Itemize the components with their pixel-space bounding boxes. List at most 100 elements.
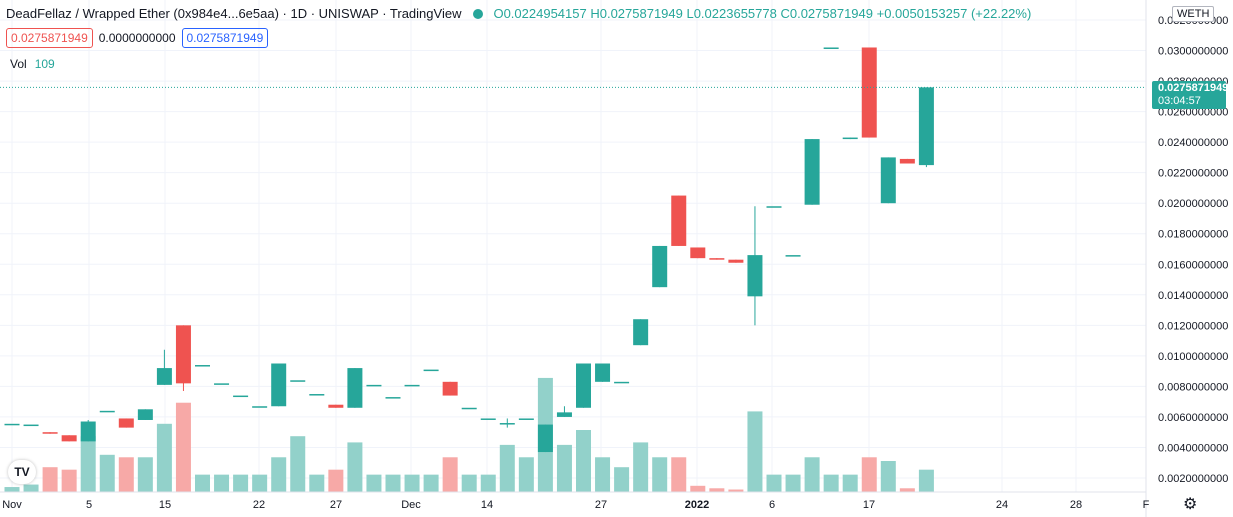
- volume-bar: [671, 457, 687, 492]
- market-status-icon: [473, 9, 484, 19]
- x-tick-label: 28: [1070, 499, 1082, 511]
- candle-body: [80, 421, 96, 442]
- candle-body: [652, 245, 668, 288]
- volume-bar: [347, 442, 363, 492]
- candle-body: [614, 381, 630, 384]
- candle-body: [99, 410, 115, 413]
- volume-bar: [309, 474, 325, 492]
- candle-body: [309, 394, 325, 396]
- sell-price-box[interactable]: 0.0275871949: [6, 28, 93, 48]
- chart-grid: [0, 0, 1147, 492]
- candle-body: [785, 255, 801, 257]
- volume-bar: [918, 469, 934, 492]
- y-tick-label: 0.0260000000: [1158, 107, 1228, 119]
- candle-body: [518, 418, 534, 420]
- candle-body: [880, 157, 896, 204]
- volume-bar: [80, 436, 96, 492]
- tradingview-logo-icon[interactable]: TV: [8, 460, 36, 484]
- y-tick-label: 0.0160000000: [1158, 259, 1228, 271]
- candle-body: [42, 432, 58, 434]
- volume-bar: [709, 488, 725, 492]
- x-tick-label: 6: [769, 499, 775, 511]
- x-tick-label: 17: [863, 499, 875, 511]
- y-tick-label: 0.0240000000: [1158, 137, 1228, 149]
- volume-bar: [461, 474, 477, 492]
- candle-body: [804, 139, 820, 205]
- candle-body: [175, 325, 191, 384]
- x-tick-label: Nov: [2, 499, 22, 511]
- volume-bar: [156, 423, 172, 492]
- x-tick-label: F: [1143, 499, 1150, 511]
- candle-body: [271, 363, 287, 407]
- candle-body: [671, 195, 687, 246]
- y-tick-label: 0.0100000000: [1158, 351, 1228, 363]
- bar-countdown: 03:04:57: [1158, 95, 1201, 107]
- candle-body: [766, 206, 782, 208]
- volume-bar: [233, 474, 249, 492]
- volume-bars: [4, 377, 934, 492]
- volume-bar: [195, 474, 210, 492]
- volume-bar: [614, 467, 630, 492]
- buy-price-box[interactable]: 0.0275871949: [181, 28, 269, 48]
- volume-bar: [423, 474, 439, 492]
- candle-body: [499, 423, 515, 425]
- candle-body: [385, 397, 401, 399]
- volume-bar: [766, 474, 782, 492]
- candles: [4, 47, 934, 453]
- volume-bar: [4, 487, 20, 492]
- y-tick-label: 0.0300000000: [1158, 46, 1228, 58]
- trade-inputs: 0.0275871949 0.0000000000 0.0275871949: [6, 28, 269, 48]
- x-tick-label: 14: [481, 499, 493, 511]
- symbol-title[interactable]: DeadFellaz / Wrapped Ether (0x984e4...6e…: [6, 6, 462, 21]
- last-price-value: 0.0275871949: [1158, 82, 1229, 94]
- y-tick-label: 0.0080000000: [1158, 381, 1228, 393]
- x-tick-label: 27: [595, 499, 607, 511]
- volume-bar: [404, 474, 420, 492]
- volume-bar: [576, 430, 591, 492]
- candle-body: [4, 423, 20, 426]
- volume-bar: [290, 436, 306, 492]
- volume-bar: [366, 474, 382, 492]
- y-tick-label: 0.0200000000: [1158, 198, 1228, 210]
- volume-bar: [880, 461, 896, 492]
- volume-bar: [556, 444, 572, 492]
- volume-bar: [861, 457, 877, 492]
- gear-icon[interactable]: ⚙: [1183, 496, 1198, 513]
- y-tick-label: 0.0020000000: [1158, 473, 1228, 485]
- volume-bar: [652, 457, 668, 492]
- candle-body: [404, 384, 420, 387]
- y-tick-label: 0.0220000000: [1158, 168, 1228, 180]
- volume-bar: [842, 474, 858, 492]
- volume-bar: [518, 457, 534, 492]
- candle-body: [690, 247, 706, 259]
- candle-body: [290, 380, 306, 382]
- candle-body: [195, 365, 210, 367]
- volume-legend: Vol 109: [10, 57, 55, 71]
- volume-bar: [785, 474, 801, 492]
- volume-bar: [118, 457, 134, 492]
- volume-bar: [214, 474, 230, 492]
- volume-bar: [442, 457, 458, 492]
- currency-badge[interactable]: WETH: [1172, 6, 1215, 22]
- volume-bar: [899, 488, 915, 492]
- candle-body: [480, 418, 496, 420]
- y-tick-label: 0.0040000000: [1158, 442, 1228, 454]
- candle-body: [233, 395, 249, 398]
- candle-body: [823, 47, 839, 49]
- candle-body: [137, 409, 153, 420]
- candle-body: [842, 137, 858, 140]
- volume-bar: [499, 444, 515, 492]
- volume-bar: [271, 457, 287, 492]
- candle-body: [918, 87, 934, 166]
- candle-body: [747, 255, 763, 297]
- candle-body: [61, 435, 77, 442]
- volume-bar: [42, 467, 58, 492]
- candle-body: [899, 158, 915, 164]
- candle-body: [537, 424, 553, 453]
- candle-body: [576, 363, 591, 408]
- candle-body: [328, 404, 344, 408]
- volume-bar: [99, 454, 115, 492]
- candle-body: [556, 412, 572, 417]
- volume-bar: [137, 457, 153, 492]
